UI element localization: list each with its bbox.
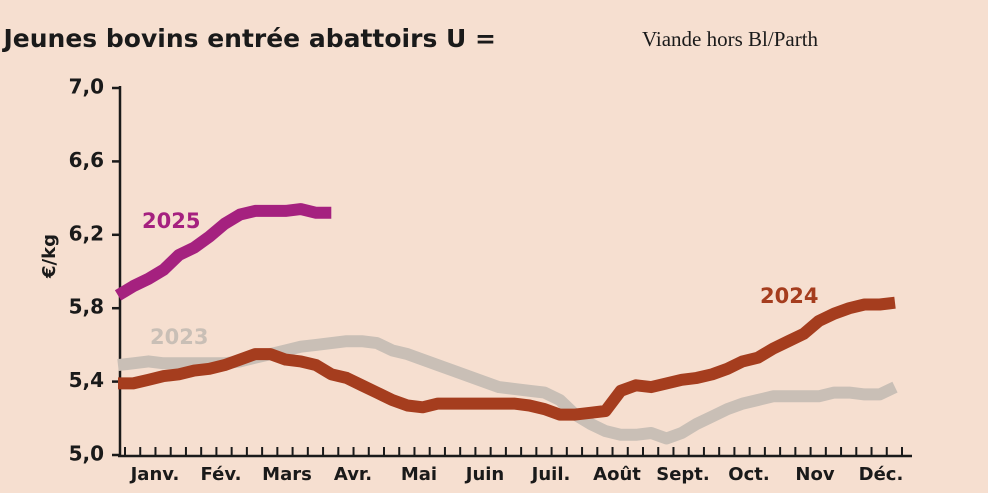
y-tick-label: 5,0	[69, 442, 104, 466]
series-label: 2023	[150, 325, 208, 349]
x-tick-label: Mars	[262, 464, 312, 485]
x-tick-label: Juil.	[530, 464, 571, 485]
x-tick-label: Juin	[464, 464, 505, 485]
x-tick-label: Déc.	[859, 464, 904, 485]
chart-title: Jeunes bovins entrée abattoirs U =	[1, 24, 496, 53]
x-tick-label: Mai	[401, 464, 437, 485]
series-label: 2025	[142, 209, 200, 233]
x-tick-label: Avr.	[334, 464, 372, 485]
y-tick-label: 5,8	[69, 295, 104, 319]
y-tick-label: 6,6	[69, 148, 104, 172]
x-tick-label: Nov	[795, 464, 834, 485]
y-tick-label: 7,0	[69, 75, 104, 99]
y-axis-label: €/kg	[39, 234, 60, 279]
series-label: 2024	[760, 284, 818, 308]
x-tick-label: Oct.	[728, 464, 769, 485]
y-tick-label: 5,4	[69, 368, 104, 392]
series-line	[118, 296, 896, 421]
x-tick-label: Janv.	[129, 464, 180, 485]
x-tick-label: Fév.	[201, 464, 242, 485]
chart-subtitle: Viande hors Bl/Parth	[642, 27, 819, 51]
x-tick-label: Août	[593, 464, 641, 485]
y-tick-label: 6,2	[69, 221, 104, 245]
x-tick-label: Sept.	[656, 464, 710, 485]
series-line	[114, 203, 332, 301]
